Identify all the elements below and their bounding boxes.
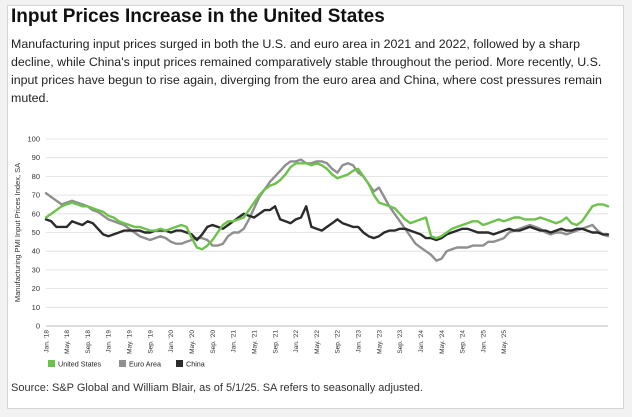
x-tick-label: May. '21 bbox=[251, 330, 258, 354]
chart-card bbox=[7, 5, 624, 409]
x-tick-label: May. '24 bbox=[439, 330, 446, 354]
y-tick-label: 40 bbox=[32, 247, 40, 256]
y-axis-label: Manufacturing PMI Input Prices Index, SA bbox=[13, 163, 22, 302]
x-tick-label: Sep. '20 bbox=[210, 330, 217, 354]
x-tick-label: Jan. '22 bbox=[293, 330, 300, 353]
x-tick-label: Sep. '24 bbox=[460, 330, 467, 354]
gridlines bbox=[46, 138, 608, 327]
x-tick-label: May. '25 bbox=[501, 330, 508, 354]
x-tick-label: Jan. '25 bbox=[480, 330, 487, 353]
y-tick-label: 20 bbox=[32, 284, 40, 293]
series-lines bbox=[44, 158, 610, 262]
y-tick-label: 0 bbox=[36, 322, 40, 331]
y-tick-labels: 0 10 20 30 40 50 60 70 80 90 100 bbox=[27, 135, 40, 331]
y-tick-label: 100 bbox=[27, 135, 40, 144]
x-tick-label: May. '20 bbox=[189, 330, 196, 354]
x-tick-label: Jan. '18 bbox=[43, 330, 50, 353]
x-tick-label: Jan. '20 bbox=[168, 330, 175, 353]
x-tick-label: Sep. '19 bbox=[147, 330, 154, 354]
series-line-united-states bbox=[44, 162, 610, 251]
x-tick-label: Sep. '23 bbox=[397, 330, 404, 354]
legend-swatch bbox=[48, 360, 55, 367]
chart-title: Input Prices Increase in the United Stat… bbox=[11, 6, 385, 27]
x-tick-label: May. '22 bbox=[314, 330, 321, 354]
x-tick-label: Sep. '21 bbox=[272, 330, 279, 354]
legend-label: Euro Area bbox=[129, 360, 161, 369]
legend: United States Euro Area China bbox=[48, 360, 205, 369]
y-tick-label: 50 bbox=[32, 228, 40, 237]
legend-label: China bbox=[186, 360, 205, 369]
series-line-euro-area bbox=[44, 158, 610, 262]
x-tick-label: Jan. '19 bbox=[106, 330, 113, 353]
y-tick-label: 90 bbox=[32, 153, 40, 162]
legend-swatch bbox=[176, 360, 183, 367]
x-tick-label: Jan. '23 bbox=[356, 330, 363, 353]
x-tick-labels: Jan. '18 May. '18 Sep. '18 Jan. '19 May. '19… bbox=[43, 330, 508, 354]
legend-swatch bbox=[119, 360, 126, 367]
source-footnote: Source: S&P Global and William Blair, as… bbox=[11, 382, 423, 394]
y-tick-label: 60 bbox=[32, 209, 40, 218]
series-line-china bbox=[44, 205, 610, 242]
y-tick-label: 80 bbox=[32, 172, 40, 181]
x-tick-label: May. '19 bbox=[127, 330, 134, 354]
x-tick-label: May. '18 bbox=[64, 330, 71, 354]
y-tick-label: 10 bbox=[32, 303, 40, 312]
x-tick-label: Sep. '18 bbox=[85, 330, 92, 354]
x-tick-label: May. '23 bbox=[376, 330, 383, 354]
x-tick-label: Sep. '22 bbox=[335, 330, 342, 354]
x-tick-label: Jan. '21 bbox=[231, 330, 238, 353]
chart-subtitle: Manufacturing input prices surged in bot… bbox=[11, 37, 602, 105]
y-tick-label: 30 bbox=[32, 265, 40, 274]
legend-label: United States bbox=[58, 360, 102, 369]
y-tick-label: 70 bbox=[32, 191, 40, 200]
x-tick-label: Jan. '24 bbox=[418, 330, 425, 353]
